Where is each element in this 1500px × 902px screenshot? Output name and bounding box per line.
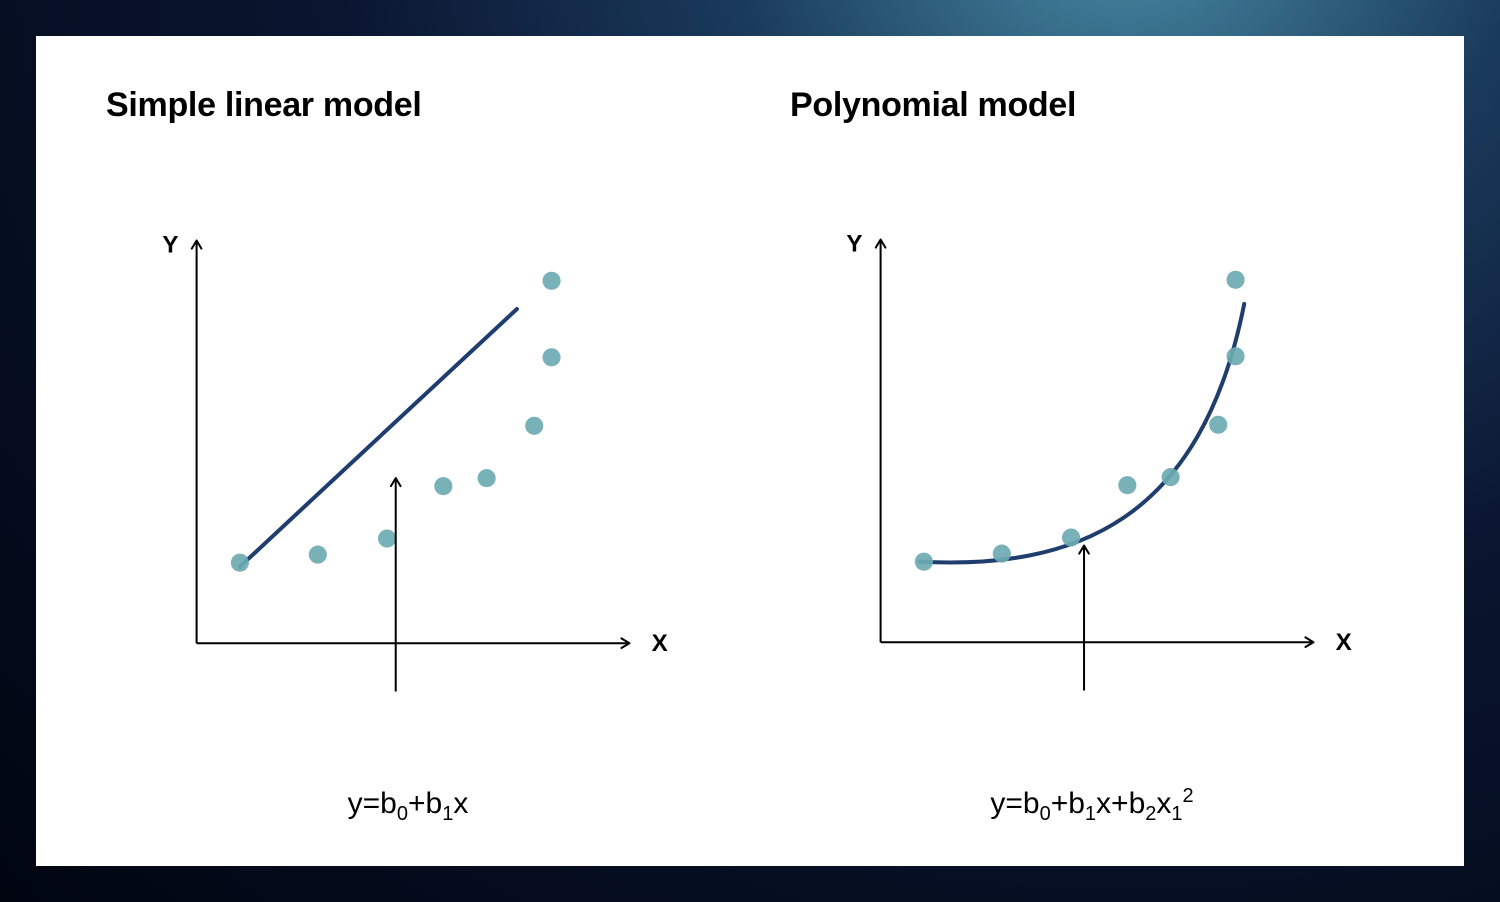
fit-curve bbox=[920, 304, 1245, 563]
right-panel-title: Polynomial model bbox=[790, 86, 1394, 125]
data-point bbox=[1209, 416, 1227, 434]
data-point bbox=[478, 469, 496, 487]
data-point bbox=[1226, 271, 1244, 289]
data-point bbox=[542, 348, 560, 366]
content-card: Simple linear model YX y=b0+b1x Polynomi… bbox=[36, 36, 1464, 866]
y-axis-label: Y bbox=[846, 231, 862, 258]
data-point bbox=[378, 529, 396, 547]
x-axis-label: X bbox=[1336, 629, 1352, 656]
data-point bbox=[1162, 468, 1180, 486]
data-point bbox=[309, 546, 327, 564]
data-point bbox=[434, 477, 452, 495]
data-point bbox=[231, 554, 249, 572]
data-point bbox=[915, 553, 933, 571]
right-equation: y=b0+b1x+b2x12 bbox=[790, 785, 1394, 826]
left-chart-container: YX bbox=[106, 145, 710, 779]
y-axis-label: Y bbox=[162, 232, 178, 259]
left-panel: Simple linear model YX y=b0+b1x bbox=[106, 86, 710, 826]
page-background: Simple linear model YX y=b0+b1x Polynomi… bbox=[0, 0, 1500, 902]
data-point bbox=[1118, 476, 1136, 494]
right-panel: Polynomial model YX y=b0+b1x+b2x12 bbox=[790, 86, 1394, 826]
x-axis-label: X bbox=[652, 630, 668, 657]
fit-line bbox=[240, 309, 517, 567]
left-chart-svg: YX bbox=[106, 145, 710, 779]
left-equation: y=b0+b1x bbox=[106, 787, 710, 826]
right-chart-svg: YX bbox=[790, 145, 1394, 777]
data-point bbox=[1226, 347, 1244, 365]
data-point bbox=[542, 272, 560, 290]
data-point bbox=[525, 417, 543, 435]
left-panel-title: Simple linear model bbox=[106, 86, 710, 125]
right-chart-container: YX bbox=[790, 145, 1394, 777]
data-point bbox=[1062, 528, 1080, 546]
data-point bbox=[993, 545, 1011, 563]
